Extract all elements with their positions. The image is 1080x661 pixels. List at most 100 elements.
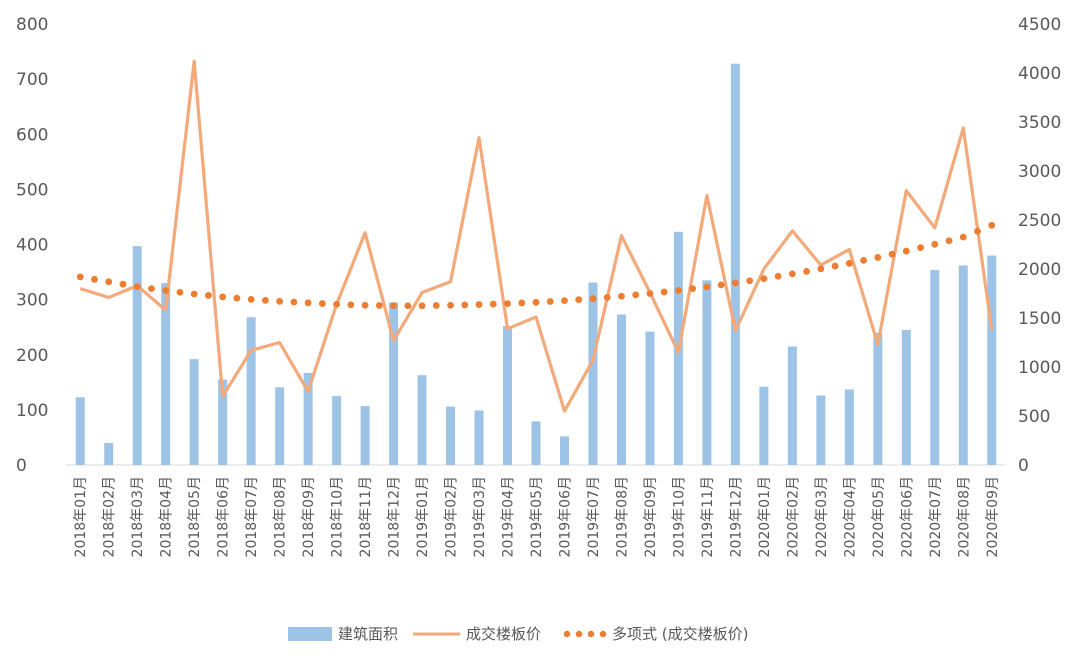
x-axis-tick-label: 2020年04月 (842, 476, 858, 557)
x-axis-tick-label: 2018年09月 (301, 476, 317, 557)
left-y-axis: 0 100 200 300 400 500 600 700 800 (16, 15, 48, 476)
trendline-dot (831, 262, 839, 270)
x-axis-tick-label: 2019年01月 (415, 476, 431, 557)
trendline-dot (276, 297, 284, 305)
right-axis-tick-label: 0 (1018, 456, 1029, 476)
right-axis-tick-label: 2500 (1018, 211, 1061, 231)
x-axis-tick-label: 2019年06月 (557, 476, 573, 557)
left-axis-tick-label: 300 (16, 291, 48, 311)
trendline-dot (589, 295, 597, 302)
x-axis-tick-label: 2019年03月 (472, 476, 488, 557)
right-y-axis: 0 500 1000 1500 2000 2500 3000 3500 4000 4500 (1018, 15, 1061, 476)
x-axis-tick-label: 2020年02月 (785, 476, 801, 557)
trendline-dot (917, 244, 924, 252)
bar (389, 302, 399, 465)
trendline-dot (91, 275, 98, 283)
trendline-dot (603, 294, 611, 301)
left-axis-tick-label: 100 (16, 401, 48, 421)
x-axis-tick-label: 2020年01月 (757, 476, 773, 557)
price-line (79, 59, 994, 413)
trendline-dot (76, 273, 84, 281)
trendline-dot (746, 277, 754, 285)
x-axis-tick-label: 2018年12月 (387, 476, 403, 557)
x-axis-tick-label: 2018年11月 (358, 476, 374, 557)
trendline-dot (902, 247, 910, 255)
trendline-dot (760, 275, 768, 282)
x-axis-tick-label: 2019年07月 (586, 476, 602, 557)
bar (503, 326, 513, 465)
trendline-dot (304, 299, 312, 307)
trendline-dot (390, 302, 397, 310)
legend-label-price: 成交楼板价 (466, 625, 541, 643)
bar (474, 410, 484, 465)
trendline-dot (247, 295, 255, 303)
trendline-dot (988, 221, 996, 229)
line-series-price (79, 59, 994, 413)
right-axis-tick-label: 3000 (1018, 162, 1061, 182)
trendline-dot (162, 287, 170, 294)
x-axis-tick-label: 2019年08月 (614, 476, 630, 557)
bar (873, 332, 883, 465)
x-axis-tick-label: 2018年07月 (244, 476, 260, 557)
x-axis-tick-label: 2018年05月 (187, 476, 203, 557)
bar (332, 396, 342, 465)
trendline-dot (504, 300, 511, 307)
bar (559, 436, 569, 465)
x-axis-tick-label: 2018年04月 (159, 476, 175, 557)
trendline-dot (318, 300, 326, 307)
bar (189, 359, 199, 465)
trendline-dot (888, 250, 896, 258)
bar (303, 372, 313, 465)
trendline-dot (546, 298, 554, 305)
bar (730, 63, 740, 465)
trendline-dot (489, 300, 497, 308)
left-axis-tick-label: 200 (16, 346, 48, 366)
legend: 建筑面积 成交楼板价 多项式 (成交楼板价) (288, 625, 748, 643)
trendline-dot (860, 256, 867, 264)
x-axis-tick-label: 2020年05月 (871, 476, 887, 557)
x-axis-tick-label: 2018年01月 (73, 476, 89, 557)
trendline-dot (290, 298, 298, 306)
x-axis-tick-label: 2018年02月 (102, 476, 118, 557)
x-axis-tick-label: 2020年03月 (814, 476, 830, 557)
x-axis-tick-label: 2020年06月 (899, 476, 915, 557)
bar (132, 246, 142, 465)
right-axis-tick-label: 500 (1018, 407, 1050, 427)
x-axis-tick-label: 2020年09月 (985, 476, 1001, 557)
legend-swatch-building-area (288, 627, 332, 641)
right-axis-tick-label: 1000 (1018, 358, 1061, 378)
bar (759, 386, 769, 465)
trendline-dot (845, 259, 853, 267)
x-axis-tick-label: 2019年11月 (700, 476, 716, 557)
trendline-dot (475, 301, 483, 308)
trendline-dot (347, 301, 355, 309)
trendline-dot (518, 299, 526, 307)
bar (246, 317, 256, 465)
trendline-dot (575, 296, 583, 304)
trendline-dot (703, 283, 711, 291)
x-axis-tick-label: 2019年04月 (501, 476, 517, 557)
bar (930, 269, 940, 465)
bar (446, 406, 456, 465)
right-axis-tick-label: 4000 (1018, 64, 1061, 84)
x-axis-tick-label: 2018年08月 (273, 476, 289, 557)
x-axis-tick-label: 2019年05月 (529, 476, 545, 557)
x-axis-tick-label: 2019年02月 (444, 476, 460, 557)
trendline-dot (461, 301, 469, 309)
trendline-dot (561, 297, 568, 305)
trendline-dot (618, 292, 625, 300)
trendline-dot (803, 267, 811, 275)
trendline-dot (945, 237, 953, 245)
trendline-dot (333, 300, 341, 308)
trendline-dot (375, 302, 383, 309)
legend-label-building-area: 建筑面积 (338, 625, 398, 643)
trendline-dot (418, 302, 426, 310)
trendline-dot (119, 280, 127, 288)
x-axis-tick-label: 2019年12月 (728, 476, 744, 557)
left-axis-tick-label: 800 (16, 15, 48, 35)
bar (787, 346, 797, 465)
bar (588, 282, 598, 465)
trendline-dot (219, 293, 227, 301)
trendline-dot (931, 240, 939, 248)
